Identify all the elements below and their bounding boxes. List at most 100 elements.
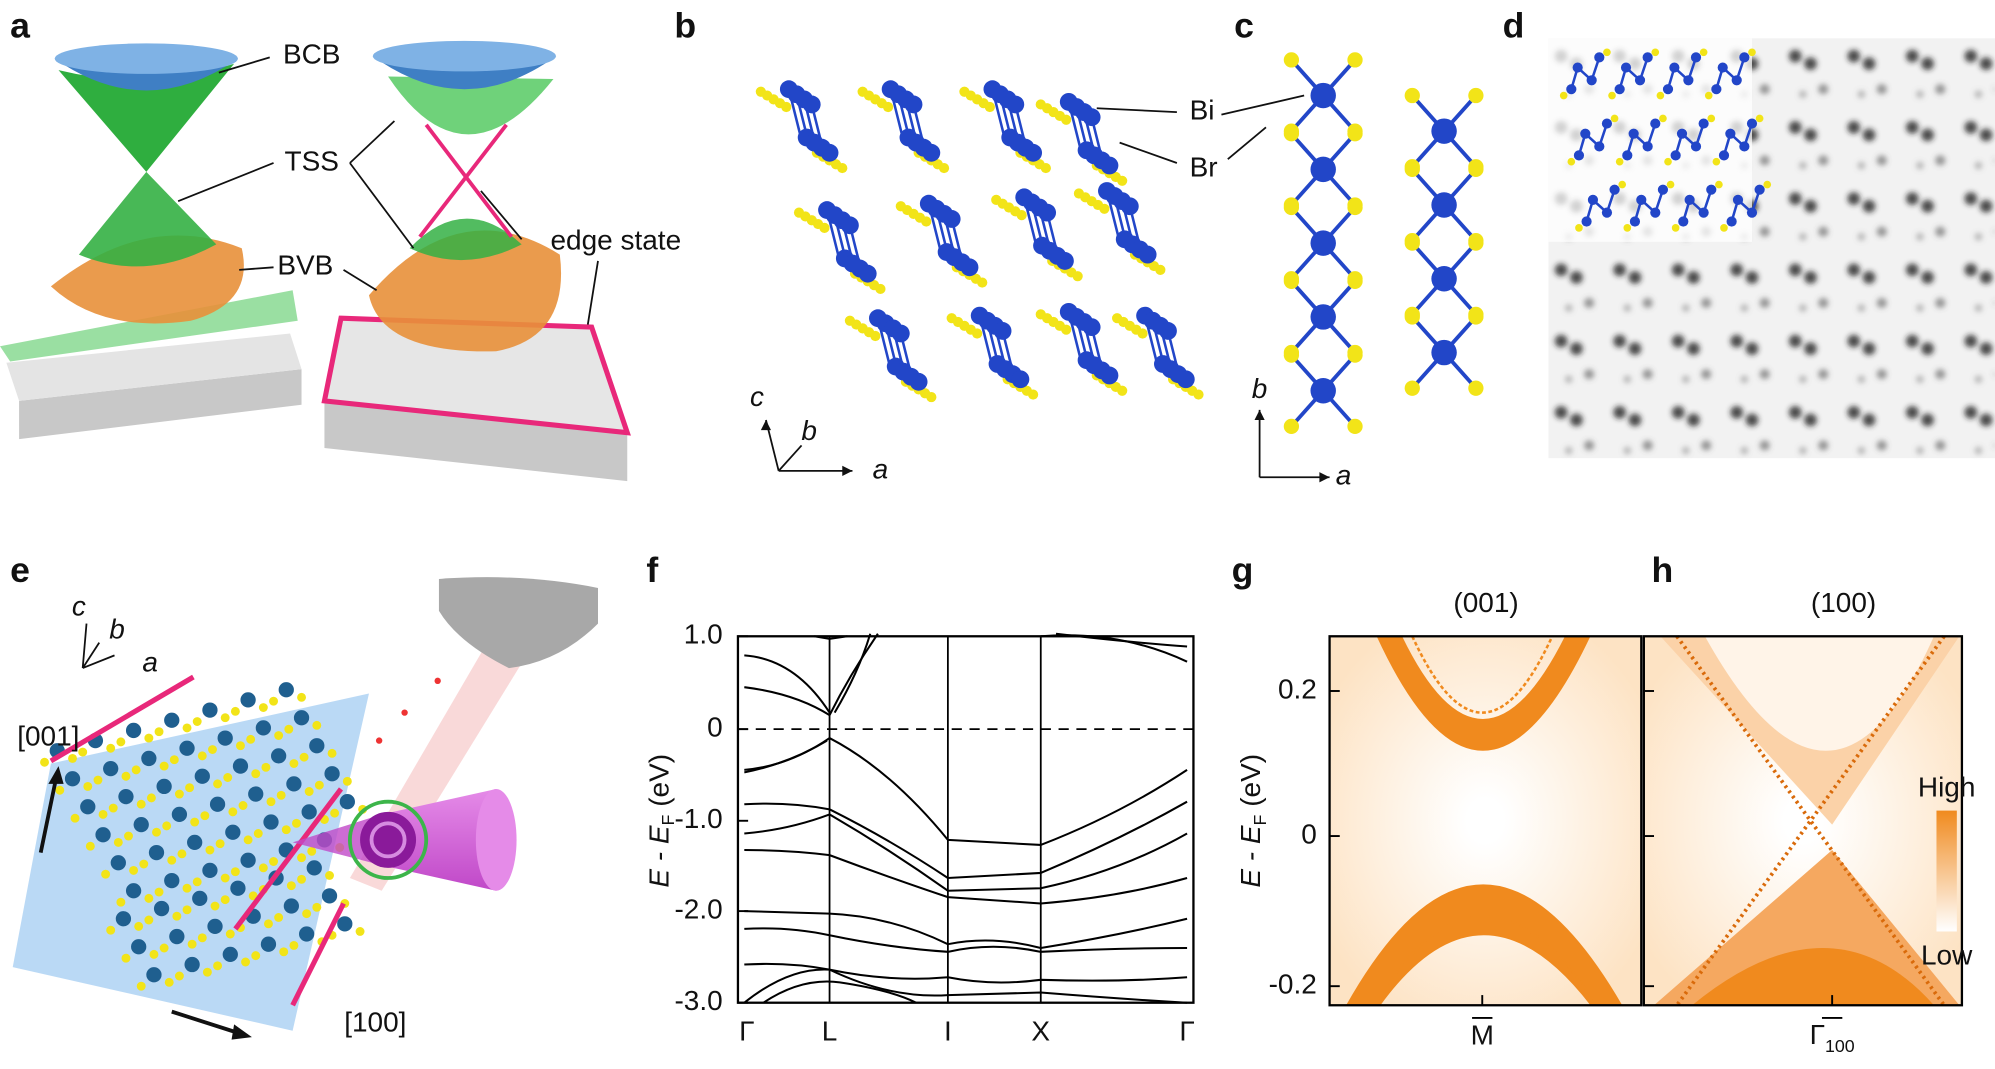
bi-atom bbox=[1726, 216, 1737, 227]
y-tick-label: -3.0 bbox=[674, 985, 722, 1016]
bi-atom bbox=[1159, 322, 1177, 340]
y-tick-label: -1.0 bbox=[674, 803, 722, 834]
bi-atom bbox=[1024, 143, 1043, 162]
bi-atom bbox=[306, 860, 322, 876]
br-atom bbox=[1468, 380, 1484, 396]
br-atom bbox=[1404, 380, 1420, 396]
bond bbox=[1577, 123, 1609, 156]
light-cylinder bbox=[381, 788, 508, 891]
bi-atom bbox=[1669, 62, 1680, 73]
bi-atom bbox=[1120, 197, 1139, 216]
br-atom bbox=[1347, 418, 1363, 434]
br-atom bbox=[1748, 48, 1756, 57]
br-atom bbox=[1016, 210, 1027, 221]
electron bbox=[434, 677, 441, 684]
bi-atom bbox=[1706, 184, 1717, 195]
bi-atom bbox=[1622, 150, 1633, 161]
br-atom bbox=[1623, 224, 1632, 232]
y-ticks: 0.2 0 -0.2 bbox=[1269, 673, 1340, 1000]
band-lines bbox=[744, 800, 1188, 880]
arrowheads bbox=[1254, 409, 1330, 483]
br-atom bbox=[159, 761, 169, 771]
br-atom bbox=[330, 808, 340, 818]
bi-atom bbox=[1431, 339, 1457, 366]
bi-atom bbox=[339, 794, 355, 810]
br-atom bbox=[121, 771, 131, 781]
bi-atom bbox=[1594, 52, 1605, 63]
y-axis-label: E - EF (eV) bbox=[1236, 754, 1270, 888]
bi-atom bbox=[1690, 141, 1702, 152]
colorbar bbox=[1936, 810, 1957, 932]
y-ticks: 1.0 0 -1.0 -2.0 -3.0 bbox=[674, 619, 749, 1016]
br-atom bbox=[134, 921, 144, 931]
br-atom bbox=[182, 723, 192, 733]
slab bbox=[19, 369, 302, 440]
bi-atom bbox=[171, 806, 188, 823]
bi-atom bbox=[118, 788, 134, 805]
br-atom bbox=[152, 827, 161, 837]
panel-d: d bbox=[1503, 6, 1995, 459]
bi-atom bbox=[1636, 194, 1647, 205]
br-atom bbox=[210, 901, 220, 911]
br-atom bbox=[269, 857, 279, 866]
panel-letter: g bbox=[1232, 550, 1254, 590]
bi-atom bbox=[337, 916, 353, 932]
electron bbox=[401, 709, 408, 716]
br-atom bbox=[192, 877, 202, 887]
br-atom bbox=[1468, 161, 1484, 177]
bond bbox=[1585, 189, 1616, 222]
bi-atom bbox=[263, 814, 279, 830]
br-atom bbox=[1610, 114, 1619, 123]
br-atom bbox=[55, 785, 65, 795]
y-axis-label-unit: (eV) bbox=[1236, 754, 1267, 815]
br-atom bbox=[1347, 199, 1363, 216]
bond bbox=[1715, 56, 1746, 90]
panel-h: h (100) High Low Γ100 bbox=[1642, 550, 1976, 1056]
bi-atom bbox=[1629, 216, 1641, 227]
br-atom bbox=[144, 733, 154, 743]
tss-lower bbox=[78, 171, 217, 267]
panel-letter: e bbox=[10, 550, 30, 590]
band-lines bbox=[829, 737, 1188, 846]
bi-atom bbox=[80, 799, 96, 815]
br-atom bbox=[1671, 224, 1680, 232]
br-atom bbox=[251, 769, 261, 779]
bi-atom bbox=[1138, 245, 1157, 264]
k-label: I bbox=[944, 1016, 952, 1047]
br-atom bbox=[93, 775, 103, 785]
bi-atom bbox=[1581, 216, 1592, 227]
br-atom bbox=[1608, 91, 1616, 100]
direction-arrows bbox=[38, 778, 240, 1036]
br-atom bbox=[882, 101, 894, 113]
y-axis-label-main: E - E bbox=[644, 825, 675, 888]
br-atom bbox=[984, 101, 995, 113]
br-atom bbox=[1603, 48, 1611, 57]
br-atom bbox=[1575, 224, 1583, 232]
br-atom bbox=[297, 692, 306, 702]
br-atom bbox=[1720, 224, 1728, 232]
axes-arrows bbox=[81, 623, 115, 669]
colorbar-label: High bbox=[1918, 771, 1976, 802]
bi-atom bbox=[222, 946, 238, 962]
bi-atom bbox=[115, 911, 132, 927]
bi-atom bbox=[240, 852, 256, 868]
br-atom bbox=[246, 734, 256, 744]
axis-label: b bbox=[801, 415, 817, 446]
bcb-top bbox=[54, 43, 238, 74]
axis-label: b bbox=[109, 614, 125, 645]
bi-atom bbox=[202, 702, 218, 718]
plot-frame bbox=[1328, 635, 1643, 1007]
br-atom bbox=[172, 911, 182, 921]
br-atom bbox=[1072, 271, 1083, 282]
panel-e: e c b a [001] [100] bbox=[10, 550, 598, 1040]
bond bbox=[1730, 189, 1761, 222]
bi-atom bbox=[841, 216, 859, 235]
br-atom bbox=[1618, 180, 1627, 189]
br-atom bbox=[1028, 389, 1039, 400]
br-atom bbox=[167, 855, 177, 865]
bond bbox=[1682, 189, 1713, 222]
br-atom bbox=[1755, 114, 1764, 123]
br-atom bbox=[197, 751, 207, 761]
band-lines bbox=[744, 686, 831, 717]
